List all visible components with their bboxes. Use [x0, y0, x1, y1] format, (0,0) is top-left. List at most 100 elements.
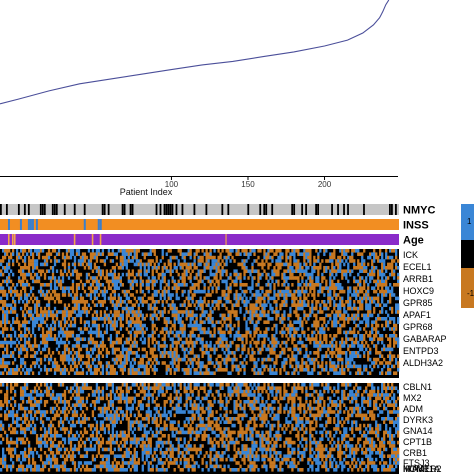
matrix-top-cell [93, 255, 97, 260]
matrix-top-cell [153, 303, 156, 307]
matrix-bottom-cell [233, 403, 236, 407]
matrix-bottom-cell [261, 389, 264, 394]
matrix-top-cell [329, 368, 332, 372]
matrix-top-cell [133, 252, 136, 256]
matrix-top-cell [335, 320, 338, 324]
matrix-top-cell [71, 279, 75, 284]
nmyc-cell [181, 204, 184, 215]
matrix-top-cell [341, 351, 344, 355]
nmyc-cell [101, 204, 104, 215]
nmyc-cell [17, 204, 20, 215]
matrix-top-cell [279, 262, 282, 267]
matrix-top-cell [251, 317, 254, 321]
matrix-top-cell [175, 293, 178, 297]
matrix-top-cell [383, 357, 386, 362]
matrix-top-cell [281, 320, 284, 324]
matrix-top-cell [61, 262, 65, 267]
matrix-top-cell [191, 364, 194, 369]
matrix-top-cell [299, 347, 302, 352]
matrix-top-cell [345, 276, 348, 280]
matrix-top-cell [277, 272, 280, 277]
matrix-top-cell [97, 249, 101, 253]
matrix-top-cell [121, 310, 124, 314]
matrix-top-cell [211, 334, 214, 338]
matrix-bottom-cell [341, 383, 344, 387]
matrix-bottom-cell [265, 389, 268, 394]
matrix-top-cell [231, 249, 234, 253]
matrix-top-cell [323, 344, 326, 348]
matrix-top-cell [359, 334, 362, 338]
matrix-bottom-cell [227, 393, 230, 397]
matrix-bottom-cell [71, 403, 75, 407]
matrix-top-cell [65, 330, 69, 335]
matrix-top-cell [343, 313, 346, 318]
nmyc-cell [305, 204, 308, 215]
matrix-top-cell [151, 368, 154, 372]
matrix-bottom-cell [143, 383, 146, 387]
matrix-top-cell [47, 361, 51, 365]
matrix-top-cell [177, 361, 180, 365]
matrix-top-cell [187, 269, 190, 273]
matrix-top-cell [23, 289, 27, 294]
matrix-top-cell [305, 269, 308, 273]
matrix-top-cell [45, 368, 49, 372]
matrix-top-cell [167, 310, 170, 314]
matrix-top-cell [333, 306, 336, 311]
matrix-top-cell [231, 368, 234, 372]
matrix-top-cell [175, 354, 178, 358]
matrix-top-cell [257, 255, 260, 260]
matrix-bottom-cell [97, 389, 101, 394]
matrix-top-cell [313, 368, 316, 372]
matrix-top-cell [331, 351, 334, 355]
matrix-top-cell [181, 276, 184, 280]
matrix-top-cell [117, 293, 120, 297]
matrix-top-cell [121, 272, 124, 277]
matrix-top-cell [35, 303, 39, 307]
matrix-top-cell [357, 259, 360, 263]
matrix-top-cell [373, 344, 376, 348]
matrix-top-cell [363, 351, 366, 355]
matrix-top-cell [157, 276, 160, 280]
matrix-top-cell [245, 320, 248, 324]
matrix-top-cell [83, 310, 87, 314]
matrix-top-cell [363, 368, 366, 372]
matrix-bottom-cell [185, 400, 188, 404]
matrix-bottom-cell [35, 403, 39, 407]
matrix-top-cell [173, 286, 176, 290]
matrix-top-cell [81, 262, 85, 267]
matrix-top-cell [291, 266, 294, 270]
matrix-bottom-cell [321, 383, 324, 387]
matrix-top-cell [23, 296, 27, 301]
matrix-top-cell [109, 286, 113, 290]
matrix-bottom-cell [37, 403, 41, 407]
matrix-top-cell [11, 289, 15, 294]
matrix-top-cell [89, 252, 93, 256]
matrix-top-cell [395, 296, 398, 301]
matrix-top-cell [137, 313, 140, 318]
matrix-top-cell [281, 364, 284, 369]
matrix-bottom-cell [319, 400, 322, 404]
matrix-top-cell [313, 259, 316, 263]
matrix-bottom-cell [267, 393, 270, 397]
matrix-bottom-cell [337, 383, 340, 387]
matrix-top-cell [139, 330, 142, 335]
matrix-top-cell [215, 259, 218, 263]
matrix-top-cell [39, 317, 43, 321]
matrix-bottom-cell [57, 393, 61, 397]
matrix-top-cell [391, 354, 394, 358]
matrix-top-cell [253, 269, 256, 273]
matrix-top-cell [5, 293, 9, 297]
matrix-top-cell [67, 371, 71, 375]
matrix-bottom-cell [169, 403, 172, 407]
matrix-top-cell [271, 347, 274, 352]
matrix-top-cell [15, 259, 19, 263]
matrix-top-cell [197, 269, 200, 273]
matrix-top-cell [7, 262, 11, 267]
matrix-top-cell [117, 300, 120, 304]
matrix-top-cell [101, 252, 105, 256]
matrix-top-cell [83, 323, 87, 328]
matrix-top-cell [271, 334, 274, 338]
matrix-top-cell [129, 249, 132, 253]
matrix-top-cell [113, 286, 117, 290]
matrix-top-cell [347, 320, 350, 324]
